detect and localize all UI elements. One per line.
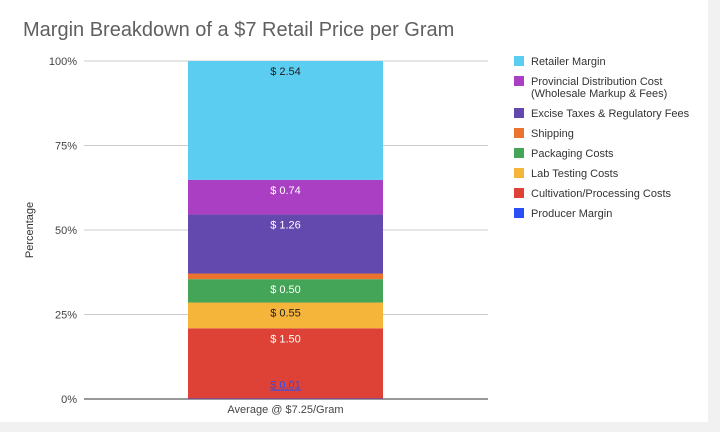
y-tick-label: 75%: [55, 141, 77, 153]
legend-label: Retailer Margin: [531, 56, 606, 68]
stacked-bar-chart: 0% 25% 50% 75% 100% Percentage Average @ $7.25…: [24, 56, 690, 416]
legend-label: Lab Testing Costs: [531, 168, 619, 180]
data-label: $ 1.50: [270, 333, 301, 345]
bar-segment-provincial-distribution-cost: [188, 179, 383, 215]
legend-label: Excise Taxes & Regulatory Fees: [531, 108, 690, 120]
legend-swatch: [514, 56, 524, 66]
legend-swatch: [514, 188, 524, 198]
bar-segment-producer-margin: [188, 398, 383, 400]
legend-label: Shipping: [531, 128, 574, 140]
y-tick-label: 50%: [55, 225, 77, 237]
legend-swatch: [514, 208, 524, 218]
chart-card: Margin Breakdown of a $7 Retail Price pe…: [0, 0, 708, 422]
data-label: $ 0.50: [270, 284, 301, 296]
x-category-label: Average @ $7.25/Gram: [227, 404, 343, 416]
y-tick-label: 0%: [61, 394, 77, 406]
bar-segment-shipping: [188, 273, 383, 280]
data-label: $ 2.54: [270, 66, 301, 78]
bar-segment-retailer-margin: [188, 61, 383, 180]
y-tick-label: 25%: [55, 310, 77, 322]
data-label: $ 0.74: [270, 185, 301, 197]
legend-label: Provincial Distribution Cost: [531, 76, 662, 88]
legend-swatch: [514, 168, 524, 178]
legend-label: Producer Margin: [531, 208, 612, 220]
legend-swatch: [514, 128, 524, 138]
legend-label: Cultivation/Processing Costs: [531, 188, 672, 200]
legend-label: (Wholesale Markup & Fees): [531, 88, 667, 100]
data-label: $ 0.55: [270, 308, 301, 320]
bar-segment-cultivation-processing-costs: [188, 328, 383, 399]
data-label: $ 1.26: [270, 220, 301, 232]
legend-swatch: [514, 108, 524, 118]
legend-swatch: [514, 148, 524, 158]
legend-label: Packaging Costs: [531, 148, 614, 160]
legend-swatch: [514, 76, 524, 86]
bar-segment-excise-taxes-regulatory-fees: [188, 214, 383, 274]
chart-title: Margin Breakdown of a $7 Retail Price pe…: [23, 19, 455, 41]
bar-segment-lab-testing-costs: [188, 302, 383, 329]
data-label: $ 0.01: [270, 380, 301, 392]
y-axis-label: Percentage: [24, 202, 36, 258]
y-tick-label: 100%: [49, 56, 77, 68]
bar-segment-packaging-costs: [188, 279, 383, 303]
